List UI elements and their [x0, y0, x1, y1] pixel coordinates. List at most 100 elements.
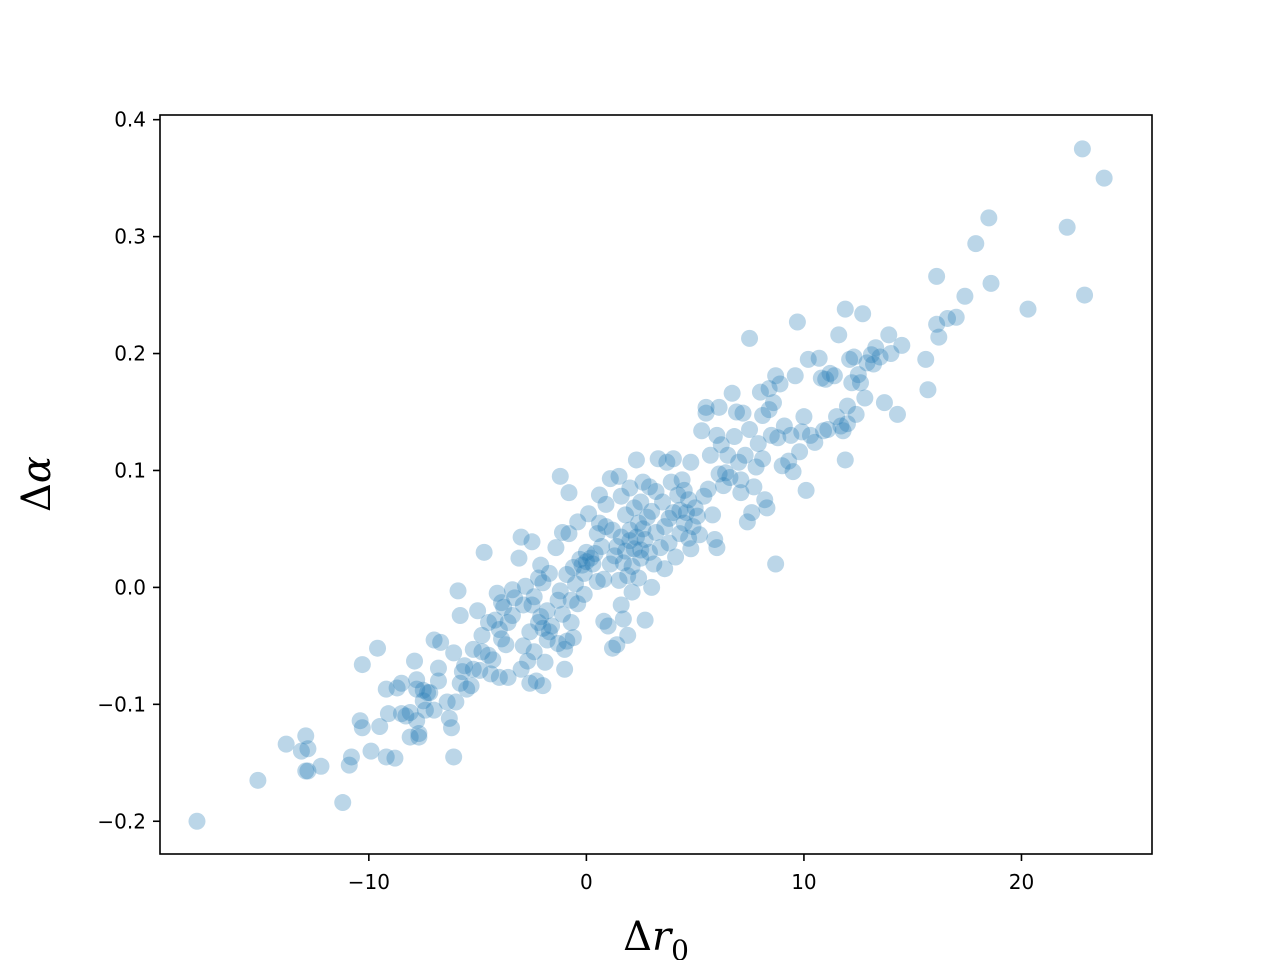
y-axis-label-symbol: Δ	[14, 483, 60, 512]
scatter-point	[556, 660, 574, 678]
scatter-point	[188, 812, 206, 830]
scatter-point	[780, 452, 798, 470]
scatter-point	[834, 422, 852, 440]
scatter-point	[760, 401, 778, 419]
scatter-point	[771, 375, 789, 393]
scatter-point	[640, 478, 658, 496]
x-tick-label: 20	[1009, 870, 1034, 894]
scatter-point	[656, 560, 674, 578]
scatter-point	[479, 646, 497, 664]
scatter-point	[691, 526, 709, 544]
scatter-point	[514, 596, 532, 614]
scatter-point	[456, 657, 474, 675]
scatter-point	[580, 505, 598, 523]
scatter-point	[760, 380, 778, 398]
scatter-point	[773, 457, 791, 475]
scatter-point	[392, 705, 410, 723]
scatter-point	[510, 549, 528, 567]
scatter-point	[540, 623, 558, 641]
scatter-point	[536, 653, 554, 671]
scatter-point	[408, 680, 426, 698]
x-axis-label: Δr0	[623, 914, 689, 960]
scatter-point	[875, 394, 893, 412]
scatter-point	[734, 404, 752, 422]
scatter-point	[714, 477, 732, 495]
scatter-point	[379, 705, 397, 723]
scatter-point	[464, 640, 482, 658]
scatter-point	[610, 571, 628, 589]
scatter-point	[917, 350, 935, 368]
scatter-point	[606, 547, 624, 565]
scatter-point	[843, 374, 861, 392]
scatter-point	[815, 422, 833, 440]
scatter-point	[632, 549, 650, 567]
scatter-point	[841, 350, 859, 368]
scatter-point	[660, 509, 678, 527]
scatter-point	[277, 735, 295, 753]
scatter-point	[882, 345, 900, 363]
scatter-point	[1058, 218, 1076, 236]
scatter-point	[1076, 286, 1094, 304]
scatter-point	[551, 582, 569, 600]
y-tick-label: −0.1	[97, 692, 146, 716]
scatter-point	[493, 594, 511, 612]
scatter-point	[725, 428, 743, 446]
scatter-point	[1019, 300, 1037, 318]
scatter-point	[799, 350, 817, 368]
y-axis-label-text: Δα	[14, 456, 60, 512]
scatter-point	[503, 581, 521, 599]
scatter-point	[758, 499, 776, 517]
scatter-point	[754, 407, 772, 425]
scatter-point	[538, 602, 556, 620]
scatter-point	[786, 367, 804, 385]
scatter-point	[547, 539, 565, 557]
scatter-point	[732, 471, 750, 489]
scatter-point	[582, 549, 600, 567]
scatter-point	[484, 651, 502, 669]
scatter-point	[388, 679, 406, 697]
scatter-point	[377, 748, 395, 766]
scatter-point	[928, 267, 946, 285]
scatter-point	[764, 394, 782, 412]
scatter-point	[658, 453, 676, 471]
scatter-point	[556, 640, 574, 658]
scatter-point	[621, 521, 639, 539]
scatter-point	[577, 553, 595, 571]
scatter-point	[675, 514, 693, 532]
scatter-point	[590, 514, 608, 532]
x-axis-label-variable: r	[652, 914, 674, 960]
scatter-point	[377, 680, 395, 698]
scatter-point	[558, 566, 576, 584]
scatter-point	[1095, 169, 1113, 187]
scatter-point	[708, 426, 726, 444]
scatter-point	[406, 652, 424, 670]
scatter-point	[601, 555, 619, 573]
scatter-point	[408, 712, 426, 730]
scatter-point	[512, 528, 530, 546]
scatter-point	[493, 630, 511, 648]
scatter-point	[756, 491, 774, 509]
scatter-point	[865, 355, 883, 373]
scatter-point	[453, 663, 471, 681]
scatter-point	[888, 405, 906, 423]
scatter-point	[825, 367, 843, 385]
scatter-point	[534, 677, 552, 695]
scatter-point	[838, 397, 856, 415]
scatter-point	[523, 596, 541, 614]
scatter-point	[532, 608, 550, 626]
scatter-point	[747, 458, 765, 476]
scatter-point	[471, 661, 489, 679]
scatter-point	[680, 529, 698, 547]
scatter-point	[543, 617, 561, 635]
x-axis-label-subscript: 0	[671, 934, 689, 960]
scatter-point	[612, 528, 630, 546]
scatter-point	[791, 443, 809, 461]
y-tick-label: −0.2	[97, 809, 146, 833]
scatter-point	[473, 643, 491, 661]
scatter-point	[754, 450, 772, 468]
scatter-point	[721, 468, 739, 486]
scatter-point	[697, 398, 715, 416]
scatter-point	[695, 487, 713, 505]
scatter-point	[416, 701, 434, 719]
